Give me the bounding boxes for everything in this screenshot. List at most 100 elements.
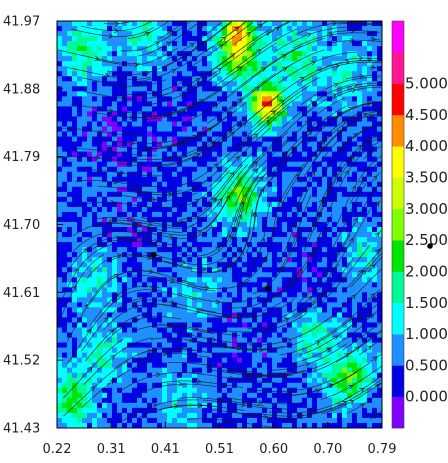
heatmap-cell (252, 382, 258, 389)
heatmap-cell (337, 196, 343, 203)
heatmap-cell (227, 337, 233, 344)
heatmap-cell (312, 247, 318, 253)
heatmap-cell (302, 237, 308, 243)
heatmap-cell (182, 247, 188, 253)
heatmap-cell (107, 71, 113, 77)
heatmap-cell (207, 377, 213, 384)
heatmap-cell (152, 131, 158, 138)
heatmap-cell (97, 111, 103, 118)
heatmap-cell (167, 297, 173, 303)
heatmap-cell (122, 111, 128, 118)
heatmap-cell (372, 61, 378, 67)
heatmap-cell (337, 377, 343, 384)
heatmap-cell (297, 216, 303, 223)
heatmap-cell (207, 81, 213, 87)
heatmap-cell (217, 287, 223, 293)
heatmap-cell (307, 96, 313, 102)
heatmap-cell (92, 76, 98, 82)
heatmap-cell (277, 186, 283, 193)
heatmap-cell (87, 81, 93, 87)
heatmap-cell (137, 292, 143, 298)
heatmap-cell (187, 31, 193, 37)
heatmap-cell (167, 91, 173, 97)
heatmap-cell (287, 252, 293, 258)
heatmap-cell (102, 372, 108, 379)
heatmap-cell (157, 247, 163, 253)
heatmap-cell (97, 201, 103, 208)
heatmap-cell (132, 332, 138, 339)
heatmap-cell (212, 292, 218, 298)
heatmap-cell (302, 342, 308, 349)
heatmap-cell (207, 216, 213, 223)
heatmap-cell (267, 262, 273, 268)
heatmap-cell (172, 247, 178, 253)
heatmap-cell (257, 56, 263, 62)
heatmap-cell (172, 216, 178, 223)
heatmap-cell (182, 337, 188, 344)
heatmap-cell (132, 237, 138, 243)
heatmap-cell (122, 161, 128, 168)
heatmap-cell (277, 206, 283, 213)
heatmap-cell (307, 357, 313, 364)
heatmap-cell (157, 111, 163, 118)
heatmap-cell (297, 272, 303, 278)
heatmap-cell (322, 232, 328, 238)
heatmap-cell (292, 191, 298, 198)
heatmap-cell (72, 86, 78, 92)
heatmap-cell (207, 267, 213, 273)
heatmap-cell (117, 372, 123, 379)
heatmap-cell (252, 242, 258, 248)
heatmap-cell (197, 51, 203, 57)
heatmap-cell (217, 61, 223, 67)
heatmap-cell (192, 91, 198, 97)
heatmap-cell (347, 227, 353, 233)
heatmap-cell (197, 392, 203, 399)
heatmap-cell (312, 66, 318, 72)
heatmap-cell (142, 342, 148, 349)
heatmap-cell (227, 277, 233, 283)
heatmap-cell (357, 247, 363, 253)
heatmap-cell (237, 372, 243, 379)
heatmap-cell (197, 166, 203, 173)
heatmap-cell (62, 402, 68, 409)
heatmap-cell (342, 382, 348, 389)
heatmap-cell (72, 221, 78, 228)
heatmap-cell (307, 292, 313, 298)
heatmap-cell (217, 201, 223, 208)
heatmap-cell (307, 191, 313, 198)
heatmap-cell (367, 181, 373, 188)
heatmap-cell (142, 372, 148, 379)
heatmap-cell (207, 211, 213, 218)
heatmap-cell (312, 196, 318, 203)
heatmap-cell (187, 302, 193, 308)
heatmap-cell (257, 357, 263, 364)
heatmap-cell (307, 181, 313, 188)
heatmap-cell (82, 111, 88, 118)
heatmap-cell (277, 86, 283, 92)
heatmap-cell (112, 186, 118, 193)
heatmap-cell (377, 332, 382, 339)
heatmap-cell (262, 302, 268, 308)
heatmap-cell (122, 76, 128, 82)
heatmap-cell (217, 332, 223, 339)
heatmap-cell (297, 26, 303, 32)
heatmap-cell (267, 116, 273, 123)
heatmap-cell (277, 221, 283, 228)
heatmap-cell (107, 176, 113, 183)
heatmap-cell (327, 342, 333, 349)
heatmap-cell (232, 196, 238, 203)
heatmap-cell (377, 372, 382, 379)
heatmap-cell (57, 322, 63, 329)
heatmap-cell (227, 51, 233, 57)
heatmap-cell (107, 402, 113, 409)
heatmap-cell (177, 322, 183, 329)
heatmap-cell (342, 362, 348, 369)
heatmap-cell (177, 186, 183, 193)
heatmap-cell (247, 86, 253, 92)
heatmap-cell (262, 196, 268, 203)
heatmap-cell (322, 121, 328, 128)
heatmap-cell (347, 252, 353, 258)
heatmap-cell (287, 61, 293, 67)
heatmap-cell (172, 211, 178, 218)
heatmap-cell (207, 257, 213, 263)
